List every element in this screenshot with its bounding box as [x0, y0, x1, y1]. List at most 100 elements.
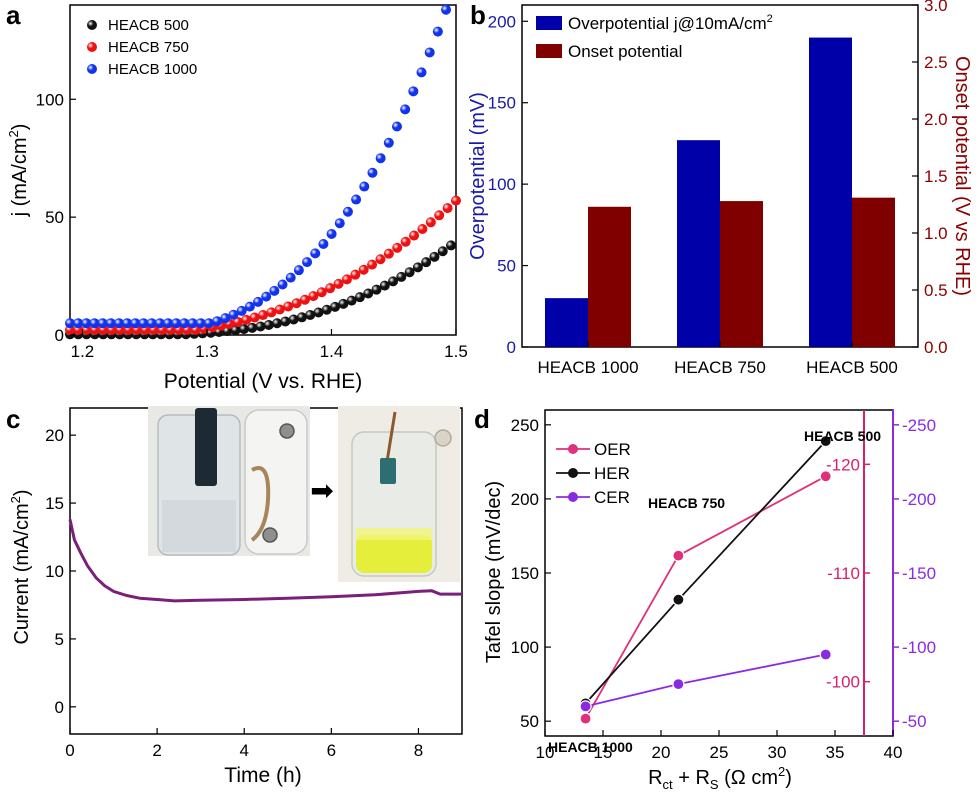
data-point-a-1	[375, 254, 386, 265]
y-tick-label-d-inner: -120	[826, 455, 860, 474]
x-tick-label-c: 0	[65, 741, 74, 760]
x-tick-label-d: 25	[710, 743, 729, 762]
y-tick-label-a: 50	[45, 208, 64, 227]
y-axis-label-b-right: Onset potential (V vs RHE)	[951, 56, 973, 296]
y-tick-label-d-left: 150	[511, 564, 539, 583]
y-tick-label-d-outer: -100	[902, 638, 936, 657]
data-point-a-0	[412, 262, 423, 273]
data-point-a-1	[367, 259, 378, 270]
legend-label-b: Onset potential	[568, 42, 682, 61]
data-point-a-0	[429, 251, 440, 262]
chart-a-axes: 1.2 1.3 1.4 1.5 0 50 100	[36, 90, 468, 361]
data-point-a-1	[417, 224, 428, 235]
chart-d-marks	[579, 435, 832, 725]
data-point-a-2	[367, 167, 378, 178]
data-point-a-0	[238, 324, 249, 335]
data-point-a-2	[318, 239, 329, 250]
x-axis-label-d: Rct + RS (Ω cm2)	[648, 764, 792, 792]
data-point-a-0	[346, 295, 357, 306]
data-point-a-1	[425, 217, 436, 228]
legend-label-b-text: Overpotential j@10mA/cm	[568, 14, 767, 33]
legend-label-d: OER	[594, 440, 631, 459]
legend-label-d: HER	[594, 464, 630, 483]
data-point-a-0	[354, 292, 365, 303]
series-point-oer	[672, 549, 685, 562]
legend-label-a: HEACB 500	[108, 17, 189, 34]
x-axis-label-d-sub2: S	[710, 777, 719, 792]
chart-a-marks	[65, 4, 461, 340]
y-tick-label-b-right: 0.5	[924, 281, 948, 300]
data-point-a-0	[404, 267, 415, 278]
legend-swatch-b	[536, 16, 562, 30]
x-axis-label-d-base: R	[648, 767, 662, 789]
panel-b: HEACB 1000 HEACB 750 HEACB 500 0 50 100 150 200…	[467, 0, 973, 377]
data-point-a-1	[434, 210, 445, 221]
data-point-a-2	[73, 318, 84, 329]
data-point-a-2	[293, 265, 304, 276]
data-point-a-1	[283, 301, 294, 312]
data-point-a-0	[396, 271, 407, 282]
chart-d-legend: OER HER CER	[556, 440, 631, 507]
legend-marker-d	[568, 492, 578, 502]
x-tick-label-d: 30	[768, 743, 787, 762]
data-point-a-0	[288, 314, 299, 325]
y-axis-label-c-text: Current (mA/cm	[11, 503, 33, 644]
x-tick-label-b: HEACB 500	[806, 358, 898, 377]
data-point-a-1	[451, 195, 461, 206]
data-point-a-0	[388, 276, 399, 287]
data-point-a-2	[171, 318, 182, 329]
data-point-a-0	[330, 301, 341, 312]
x-axis-label-d-mid: + R	[673, 767, 710, 789]
y-tick-label-b-left: 200	[488, 12, 516, 31]
data-point-a-2	[89, 318, 100, 329]
data-point-a-2	[326, 228, 337, 239]
data-point-a-1	[316, 287, 327, 298]
x-tick-label-c: 6	[327, 741, 336, 760]
data-point-a-2	[441, 4, 452, 15]
data-point-a-2	[65, 318, 75, 329]
data-point-a-2	[342, 206, 353, 217]
data-point-a-2	[277, 279, 288, 290]
bar-overpotential	[677, 140, 720, 347]
data-point-a-2	[228, 309, 239, 320]
data-point-a-2	[97, 318, 108, 329]
data-point-a-1	[308, 291, 319, 302]
y-tick-label-b-left: 0	[507, 338, 516, 357]
data-point-a-1	[341, 274, 352, 285]
y-axis-label-c-end: )	[11, 489, 33, 496]
data-point-a-2	[236, 305, 247, 316]
data-point-a-2	[310, 248, 321, 259]
x-axis-label-d-close: )	[785, 767, 792, 789]
y-tick-label-b-right: 2.5	[924, 53, 948, 72]
x-tick-label-d: 40	[884, 743, 903, 762]
chart-b-axes: HEACB 1000 HEACB 750 HEACB 500 0 50 100 150 200…	[488, 0, 948, 377]
legend-label-b-text: Onset potential	[568, 42, 682, 61]
legend-marker-d	[568, 444, 578, 454]
y-axis-label-c: Current (mA/cm2)	[8, 489, 33, 644]
data-point-a-2	[432, 26, 443, 37]
data-point-a-2	[187, 318, 198, 329]
bar-onset	[588, 206, 631, 347]
annotation-heacb-500: HEACB 500	[804, 428, 881, 444]
panel-d: 10 15 20 25 30 35 40 50 100 150 200 250 -100 -110 -120…	[483, 409, 936, 792]
data-point-a-1	[350, 269, 361, 280]
y-axis-label-a-text: j (mA/cm	[9, 138, 31, 218]
y-tick-label-b-right: 2.0	[924, 110, 948, 129]
y-tick-label-c: 20	[45, 426, 64, 445]
inset-photos: ➡	[148, 406, 460, 582]
y-tick-label-d-outer: -200	[902, 490, 936, 509]
y-tick-label-b-right: 1.0	[924, 224, 948, 243]
x-tick-label-a: 1.2	[71, 342, 95, 361]
data-point-a-0	[255, 321, 266, 332]
x-axis-label-d-sup: 2	[778, 764, 785, 779]
data-point-a-1	[333, 278, 344, 289]
data-point-a-0	[379, 280, 390, 291]
data-point-a-1	[291, 298, 302, 309]
legend-marker-a	[87, 64, 97, 74]
x-tick-label-d: 10	[536, 743, 555, 762]
data-point-a-1	[400, 236, 411, 247]
y-tick-label-d-inner: -100	[826, 673, 860, 692]
x-tick-label-d: 35	[826, 743, 845, 762]
data-point-a-2	[105, 318, 116, 329]
